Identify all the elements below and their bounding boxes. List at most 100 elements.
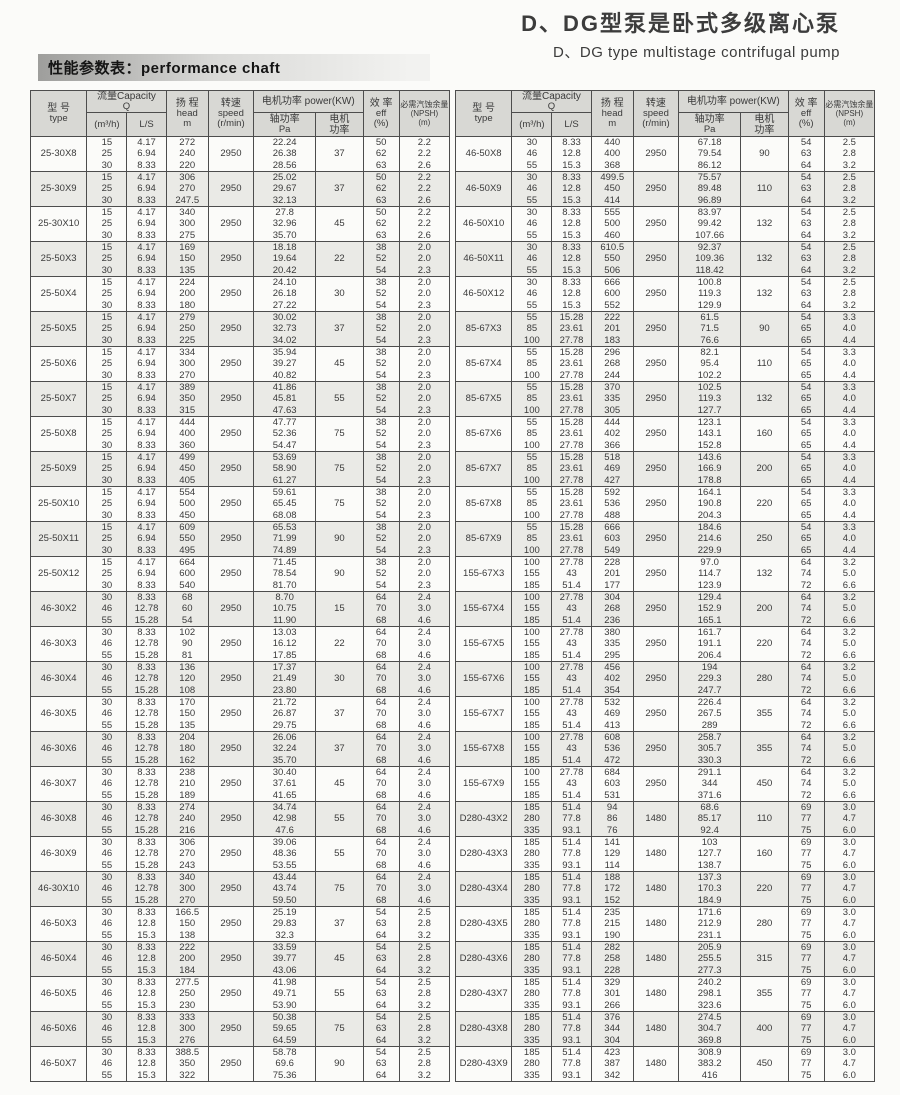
header-head-en: head bbox=[176, 108, 198, 119]
value-line: 600 bbox=[179, 568, 196, 580]
value-line: 51.4 bbox=[562, 1012, 581, 1024]
value-line: 35.70 bbox=[272, 229, 297, 241]
shaft-power-cell: 82.1 95.4 102.2 bbox=[678, 346, 742, 382]
type-cell: 155-67X9 bbox=[454, 766, 513, 802]
value-line: 4.4 bbox=[842, 509, 856, 521]
value-line: 279 bbox=[179, 312, 196, 324]
value-line: 4.17 bbox=[137, 487, 156, 499]
npsh-cell: 3.0 4.7 6.0 bbox=[823, 976, 876, 1012]
shaft-power-cell: 26.06 32.24 35.70 bbox=[253, 731, 317, 767]
pump-row: 46-50X11 30 46 55 8.33 12.8 15.3 610.5 550 506 295… bbox=[454, 241, 876, 277]
value-line: 50 bbox=[375, 207, 387, 219]
value-line: 201 bbox=[604, 568, 621, 580]
value-line: 45.81 bbox=[272, 393, 297, 405]
efficiency-cell: 69 77 75 bbox=[787, 836, 825, 872]
shaft-power-cell: 171.6 212.9 231.1 bbox=[678, 906, 742, 942]
value-line: 2.0 bbox=[417, 382, 431, 394]
value-line: 8.33 bbox=[137, 299, 156, 311]
value-line: 2.3 bbox=[417, 474, 431, 486]
speed-cell: 2950 bbox=[632, 346, 680, 382]
value-line: 75.36 bbox=[272, 1069, 297, 1081]
value-line: 64.59 bbox=[272, 1034, 297, 1046]
value-line: 4.0 bbox=[842, 358, 856, 370]
value-line: 93.1 bbox=[562, 859, 581, 871]
value-line: 52 bbox=[375, 253, 387, 265]
capacity-m3h-cell: 30 46 55 bbox=[511, 276, 553, 312]
shaft-power-cell: 205.9 255.5 277.3 bbox=[678, 941, 742, 977]
value-line: 68 bbox=[375, 859, 387, 871]
value-line: 4.7 bbox=[842, 813, 856, 825]
value-line: 161.7 bbox=[697, 627, 722, 639]
pump-row: 85-67X3 55 85 100 15.28 23.61 27.78 222 201 183 29… bbox=[454, 311, 876, 347]
value-line: 344 bbox=[604, 1023, 621, 1035]
speed-cell: 1480 bbox=[632, 976, 680, 1012]
shaft-power-cell: 100.8 119.3 129.9 bbox=[678, 276, 742, 312]
value-line: 75 bbox=[800, 1034, 812, 1046]
value-line: 64 bbox=[800, 229, 812, 241]
motor-power-cell: 45 bbox=[315, 766, 364, 802]
head-cell: 610.5 550 506 bbox=[590, 241, 634, 277]
value-line: 388.5 bbox=[175, 1047, 200, 1059]
value-line: 2.8 bbox=[842, 183, 856, 195]
value-line: 143.6 bbox=[697, 452, 722, 464]
value-line: 43.44 bbox=[272, 872, 297, 884]
value-line: 282 bbox=[604, 942, 621, 954]
value-line: 190 bbox=[604, 929, 621, 941]
capacity-ls-cell: 15.28 23.61 27.78 bbox=[551, 381, 592, 417]
speed-cell: 2950 bbox=[207, 451, 255, 487]
value-line: 77.8 bbox=[562, 1023, 581, 1035]
value-line: 63 bbox=[375, 953, 387, 965]
type-cell: 46-50X11 bbox=[454, 241, 513, 277]
value-line: 15 bbox=[101, 277, 113, 289]
value-line: 85 bbox=[526, 463, 538, 475]
value-line: 8.33 bbox=[137, 194, 156, 206]
value-line: 12.8 bbox=[137, 1058, 156, 1070]
value-line: 2.2 bbox=[417, 137, 431, 149]
value-line: 74 bbox=[800, 603, 812, 615]
npsh-cell: 2.0 2.0 2.3 bbox=[398, 381, 451, 417]
value-line: 350 bbox=[179, 393, 196, 405]
type-cell: 46-50X5 bbox=[29, 976, 88, 1012]
value-line: 255.5 bbox=[697, 953, 722, 965]
npsh-cell: 2.4 3.0 4.6 bbox=[398, 591, 451, 627]
value-line: 383.2 bbox=[697, 1058, 722, 1070]
value-line: 12.8 bbox=[562, 253, 581, 265]
value-line: 5.0 bbox=[842, 568, 856, 580]
value-line: 250 bbox=[179, 988, 196, 1000]
pump-row: 155-67X6 100 155 185 27.78 43 51.4 456 402 354 295… bbox=[454, 661, 876, 697]
value-line: 25 bbox=[101, 288, 113, 300]
value-line: 38 bbox=[375, 522, 387, 534]
value-line: 17.85 bbox=[272, 649, 297, 661]
value-line: 15.28 bbox=[559, 382, 584, 394]
value-line: 64 bbox=[375, 662, 387, 674]
capacity-m3h-cell: 30 46 55 bbox=[86, 626, 128, 662]
head-cell: 666 603 549 bbox=[590, 521, 634, 557]
value-line: 74 bbox=[800, 638, 812, 650]
value-line: 3.3 bbox=[842, 382, 856, 394]
value-line: 68 bbox=[181, 592, 193, 604]
value-line: 72 bbox=[800, 614, 812, 626]
motor-power-cell: 90 bbox=[740, 311, 789, 347]
speed-cell: 2950 bbox=[207, 206, 255, 242]
value-line: 64 bbox=[375, 964, 387, 976]
efficiency-cell: 54 63 64 bbox=[362, 906, 400, 942]
value-line: 68.08 bbox=[272, 509, 297, 521]
value-line: 3.2 bbox=[842, 229, 856, 241]
value-line: 74 bbox=[800, 568, 812, 580]
value-line: 12.78 bbox=[134, 673, 159, 685]
capacity-m3h-cell: 30 46 55 bbox=[86, 906, 128, 942]
head-cell: 499 450 405 bbox=[165, 451, 209, 487]
npsh-cell: 3.0 4.7 6.0 bbox=[823, 1046, 876, 1082]
value-line: 77 bbox=[800, 883, 812, 895]
value-line: 86.12 bbox=[697, 159, 722, 171]
value-line: 30 bbox=[101, 229, 113, 241]
value-line: 55 bbox=[101, 824, 113, 836]
value-line: 8.33 bbox=[137, 159, 156, 171]
header-head: 扬 程 head m bbox=[590, 90, 634, 137]
value-line: 275 bbox=[179, 229, 196, 241]
value-line: 55 bbox=[101, 929, 113, 941]
value-line: 64 bbox=[375, 767, 387, 779]
capacity-ls-cell: 51.4 77.8 93.1 bbox=[551, 1011, 592, 1047]
value-line: 77 bbox=[800, 988, 812, 1000]
motor-power-cell: 250 bbox=[740, 521, 789, 557]
